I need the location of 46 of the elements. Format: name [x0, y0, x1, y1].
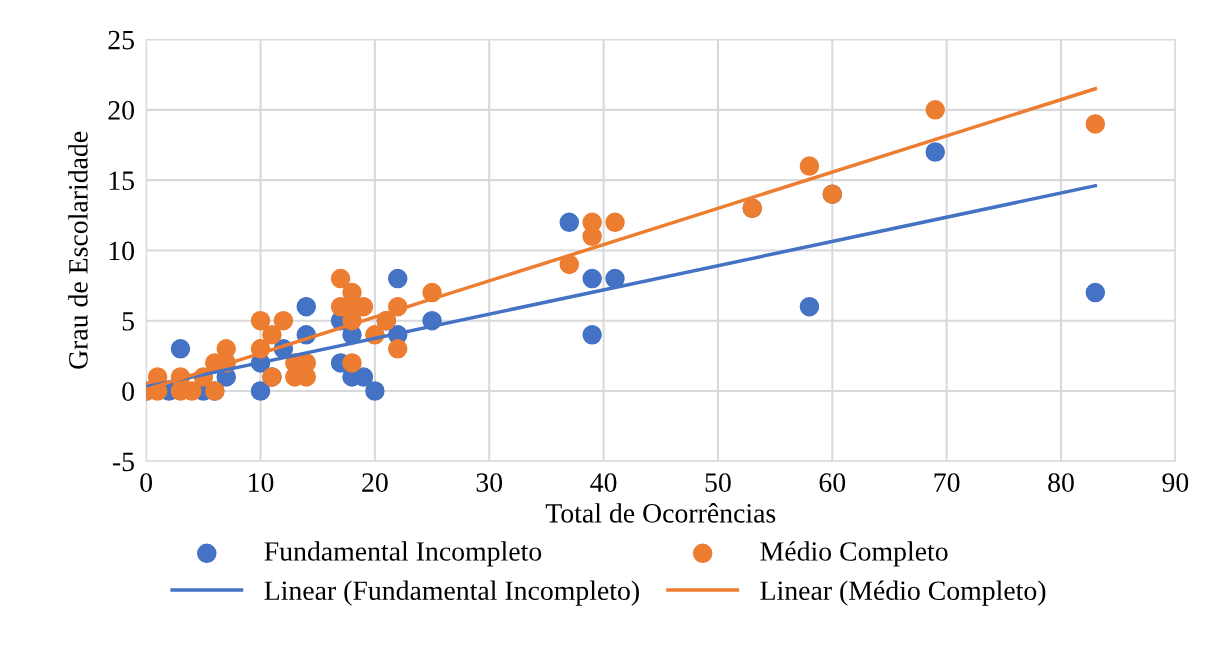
point	[925, 100, 945, 120]
point	[605, 268, 625, 289]
point	[273, 310, 294, 331]
point	[330, 268, 351, 289]
point	[1085, 282, 1106, 303]
x-tick-label: 40	[590, 473, 617, 492]
point	[1085, 114, 1106, 134]
legend-label: Linear (Médio Completo)	[760, 580, 1046, 606]
point	[296, 296, 317, 317]
legend-label: Médio Completo	[760, 541, 948, 567]
point	[387, 268, 408, 289]
x-tick-label: 50	[705, 473, 731, 492]
y-axis-title: Grau de Escolaridade	[68, 131, 88, 369]
point	[250, 310, 271, 331]
x-tick-label: 0	[140, 473, 153, 492]
point	[262, 325, 282, 345]
legend-label: Fundamental Incompleto	[264, 541, 542, 567]
y-tick-label: -5	[112, 452, 134, 472]
x-tick-label: 70	[934, 473, 960, 492]
x-tick-label: 20	[362, 473, 388, 492]
point	[799, 156, 820, 176]
y-tick-label: 0	[122, 382, 134, 401]
y-tick-label: 15	[109, 171, 134, 191]
point	[559, 212, 580, 233]
point	[250, 381, 271, 401]
point	[925, 142, 945, 162]
x-axis-title: Total de Ocorrências	[545, 503, 776, 523]
point	[582, 325, 602, 345]
point	[605, 212, 625, 233]
y-tick-label: 25	[108, 30, 134, 50]
point	[342, 353, 362, 373]
x-tick-label: 80	[1048, 473, 1074, 492]
x-tick-label: 10	[249, 473, 274, 492]
y-tick-label: 5	[122, 312, 134, 331]
x-tick-label: 60	[819, 473, 846, 492]
point	[582, 268, 602, 289]
y-tick-label: 10	[109, 241, 134, 261]
point	[799, 296, 820, 317]
point	[365, 381, 385, 401]
point	[582, 226, 602, 247]
x-tick-label: 30	[476, 473, 503, 492]
legend-label: Linear (Fundamental Incompleto)	[264, 580, 639, 606]
y-tick-label: 20	[108, 101, 134, 120]
x-tick-label: 90	[1162, 473, 1189, 492]
point	[387, 339, 408, 359]
point	[170, 339, 191, 359]
